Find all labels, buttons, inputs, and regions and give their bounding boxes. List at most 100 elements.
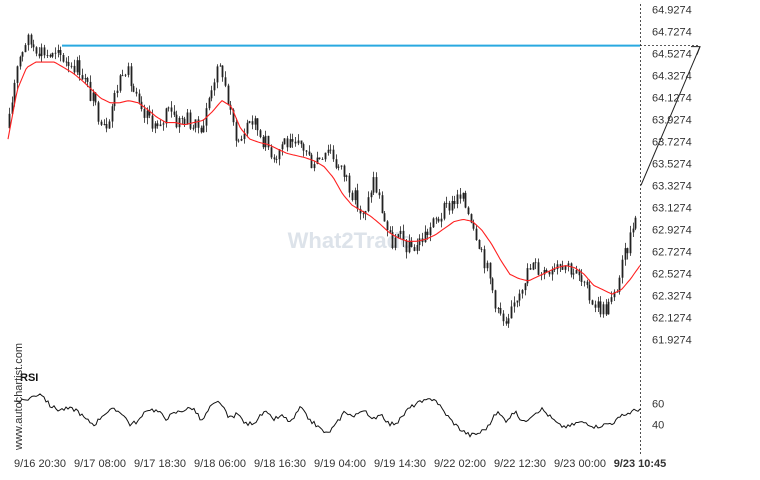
- candle-body: [521, 290, 524, 294]
- candle-body: [202, 125, 205, 133]
- candle-body: [216, 66, 219, 83]
- candle-body: [470, 214, 473, 223]
- candle-body: [286, 138, 289, 148]
- candle-body: [154, 123, 157, 129]
- candle-body: [464, 192, 467, 208]
- candle-body: [510, 306, 513, 319]
- candle-body: [345, 175, 348, 177]
- candle-body: [394, 237, 397, 248]
- candle-body: [167, 107, 170, 109]
- candle-body: [189, 112, 192, 129]
- candle-body: [16, 66, 19, 83]
- candle-body: [281, 144, 284, 150]
- candle-body: [580, 275, 583, 282]
- candle-body: [94, 92, 97, 103]
- candle-body: [370, 192, 373, 198]
- candle-body: [340, 165, 343, 167]
- rsi-label: RSI: [20, 372, 38, 384]
- candle-body: [367, 197, 370, 212]
- candle-body: [318, 157, 321, 159]
- candle-body: [429, 227, 432, 236]
- candle-body: [513, 302, 516, 307]
- candle-body: [607, 301, 610, 315]
- candle-body: [84, 78, 87, 80]
- candle-body: [529, 268, 532, 270]
- time-tick-label: 9/23 10:45: [614, 458, 667, 470]
- candle-body: [362, 213, 365, 215]
- rsi-tick-label: 40: [652, 420, 664, 432]
- price-tick-label: 62.3274: [652, 291, 692, 303]
- candle-body: [335, 159, 338, 168]
- candle-body: [399, 230, 402, 234]
- candle-body: [278, 149, 281, 160]
- candle-body: [561, 265, 564, 270]
- candle-body: [497, 308, 500, 309]
- candle-body: [13, 82, 16, 103]
- candle-body: [375, 177, 378, 193]
- price-tick-label: 61.9274: [652, 334, 692, 346]
- candle-body: [424, 231, 427, 243]
- candle-body: [46, 55, 49, 56]
- price-tick-label: 62.7274: [652, 247, 692, 259]
- time-tick-label: 9/18 06:00: [194, 458, 246, 470]
- candle-body: [462, 192, 465, 199]
- candle-body: [507, 318, 510, 324]
- time-tick-label: 9/17 08:00: [74, 458, 126, 470]
- candle-body: [402, 230, 405, 241]
- candle-body: [629, 232, 632, 254]
- candle-body: [59, 50, 62, 55]
- candle-body: [138, 93, 141, 102]
- candle-body: [526, 268, 529, 284]
- candle-body: [332, 149, 335, 160]
- candle-body: [38, 53, 41, 57]
- candle-body: [89, 81, 92, 101]
- candle-body: [383, 213, 386, 222]
- time-tick-label: 9/22 02:00: [434, 458, 486, 470]
- candle-body: [86, 78, 89, 82]
- candle-body: [240, 139, 243, 141]
- candle-body: [200, 127, 203, 133]
- candle-body: [386, 221, 389, 231]
- candle-body: [456, 194, 459, 204]
- candle-body: [208, 98, 211, 109]
- candle-body: [256, 118, 259, 131]
- candle-body: [173, 111, 176, 115]
- candle-body: [316, 157, 319, 164]
- candle-body: [516, 300, 519, 303]
- candle-body: [178, 118, 181, 128]
- candle-body: [119, 75, 122, 91]
- candle-body: [273, 157, 276, 160]
- candle-body: [502, 313, 505, 322]
- candle-body: [162, 123, 165, 125]
- watermark: What2Trade: [288, 228, 413, 253]
- candle-body: [51, 53, 54, 57]
- candle-body: [570, 263, 573, 275]
- candle-body: [348, 175, 351, 193]
- candle-body: [548, 271, 551, 275]
- candle-body: [297, 140, 300, 144]
- candle-body: [221, 65, 224, 78]
- time-tick-label: 9/22 12:30: [494, 458, 546, 470]
- candle-body: [283, 138, 286, 145]
- candle-body: [545, 270, 548, 272]
- candle-body: [351, 192, 354, 200]
- candle-body: [103, 124, 106, 125]
- candle-body: [480, 249, 483, 250]
- candle-body: [305, 150, 308, 152]
- candle-body: [11, 102, 14, 114]
- candle-body: [632, 228, 635, 233]
- candle-body: [602, 304, 605, 315]
- candle-body: [389, 230, 392, 232]
- candle-body: [170, 107, 173, 112]
- candle-body: [610, 297, 613, 302]
- candle-body: [124, 74, 127, 76]
- candle-body: [572, 273, 575, 275]
- candle-body: [413, 247, 416, 251]
- candle-body: [76, 60, 79, 73]
- candle-body: [534, 262, 537, 264]
- candle-body: [359, 208, 362, 214]
- candle-body: [235, 122, 238, 141]
- price-tick-label: 63.7274: [652, 137, 692, 149]
- candle-body: [354, 190, 357, 201]
- candle-body: [543, 270, 546, 275]
